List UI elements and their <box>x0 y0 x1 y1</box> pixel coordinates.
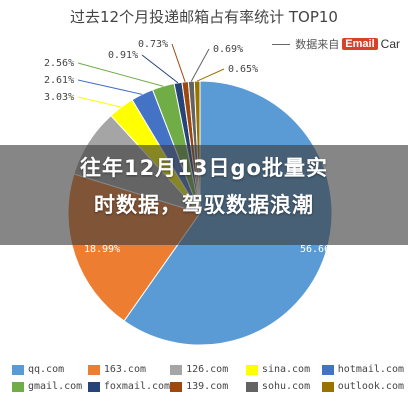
source-dash <box>272 43 291 45</box>
legend-swatch <box>245 364 258 375</box>
legend-item-sina-com: sina.com <box>245 364 322 375</box>
legend-swatch <box>321 381 334 392</box>
leader-line-hotmail-com <box>77 79 143 95</box>
legend-swatch <box>12 364 24 375</box>
legend-item-126-com: 126.com <box>170 364 246 375</box>
legend-swatch <box>87 381 100 392</box>
legend-item-163-com: 163.com <box>87 364 170 375</box>
brand-email-logo: Email <box>342 38 378 50</box>
leader-line-sina-com <box>77 96 122 108</box>
overlay-headline: 往年12月13日go批量实 时数据，驾驭数据浪潮 <box>0 150 408 224</box>
legend-item-qq-com: qq.com <box>12 364 88 375</box>
chart-legend: qq.com 163.com 126.com sina.com hotmail.com g… <box>12 364 404 392</box>
legend-item-outlook-com: outlook.com <box>321 381 404 392</box>
overlay-line-2: 时数据，驾驭数据浪潮 <box>94 193 314 217</box>
legend-label: foxmail.com <box>103 381 171 392</box>
legend-label: 163.com <box>103 364 146 375</box>
legend-item-foxmail-com: foxmail.com <box>87 381 171 392</box>
source-line: 数据来自 Email Car <box>272 36 400 52</box>
legend-label: 126.com <box>186 364 229 375</box>
data-label-foxmail-com: 0.91% <box>108 50 138 61</box>
legend-label: sina.com <box>261 364 311 375</box>
chart-title: 过去12个月投递邮箱占有率统计 TOP10 <box>70 8 338 26</box>
brand-car-text: Car <box>380 37 400 51</box>
overlay-band <box>0 145 408 245</box>
legend-swatch <box>245 381 258 392</box>
legend-item-gmail-com: gmail.com <box>12 381 88 392</box>
legend-label: gmail.com <box>28 381 83 392</box>
data-label-139-com: 0.73% <box>138 39 168 50</box>
legend-label: 139.com <box>186 381 229 392</box>
legend-item-139-com: 139.com <box>170 381 246 392</box>
data-label-gmail-com: 2.56% <box>44 58 74 69</box>
leader-line-foxmail-com <box>141 54 179 84</box>
legend-label: hotmail.com <box>337 364 404 375</box>
legend-swatch <box>87 364 100 375</box>
data-label-outlook-com: 0.65% <box>228 64 258 75</box>
leader-line-outlook-com <box>196 68 225 82</box>
legend-label: sohu.com <box>261 381 311 392</box>
leader-line-sohu-com <box>190 48 210 82</box>
legend-swatch <box>170 381 183 392</box>
leader-line-139-com <box>171 43 186 83</box>
legend-item-hotmail-com: hotmail.com <box>321 364 404 375</box>
legend-item-sohu-com: sohu.com <box>245 381 322 392</box>
legend-swatch <box>321 364 334 375</box>
data-label-sohu-com: 0.69% <box>213 44 243 55</box>
overlay-line-1: 往年12月13日go批量实 <box>80 156 328 180</box>
legend-label: outlook.com <box>337 381 404 392</box>
data-label-sina-com: 3.03% <box>44 92 74 103</box>
data-label-163-com: 18.99% <box>84 244 120 255</box>
legend-swatch <box>12 381 24 392</box>
legend-label: qq.com <box>28 364 65 375</box>
data-labels: 56.66% 18.99% 3.03% 2.61% 2.56% 0.91%0.73% 0.6… <box>44 39 336 255</box>
data-label-qq-com: 56.66% <box>300 244 336 255</box>
data-label-hotmail-com: 2.61% <box>44 75 74 86</box>
legend-swatch <box>170 364 183 375</box>
source-prefix: 数据来自 <box>295 38 340 51</box>
leader-line-gmail-com <box>77 62 164 87</box>
leader-lines <box>77 43 225 108</box>
